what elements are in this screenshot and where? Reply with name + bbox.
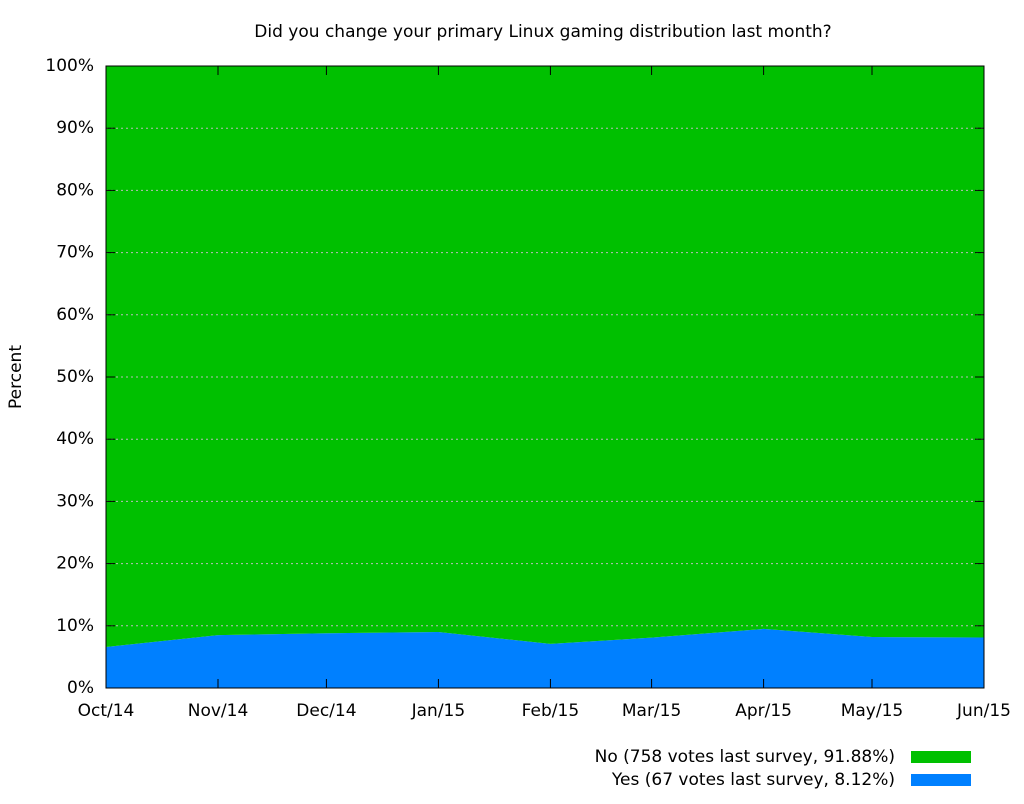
y-tick-label: 70% <box>56 243 94 263</box>
plot-frame <box>105 65 985 689</box>
chart-title: Did you change your primary Linux gaming… <box>254 22 831 42</box>
legend-label: Yes (67 votes last survey, 8.12%) <box>611 770 895 790</box>
y-tick-label: 50% <box>56 367 94 387</box>
legend-label: No (758 votes last survey, 91.88%) <box>595 747 895 767</box>
x-tick-label: Oct/14 <box>78 701 135 721</box>
x-tick-label: Mar/15 <box>622 701 681 721</box>
y-tick-label: 100% <box>45 56 94 76</box>
x-tick-label: Dec/14 <box>296 701 356 721</box>
x-tick-label: Jan/15 <box>411 701 466 721</box>
y-tick-label: 30% <box>56 491 94 511</box>
area <box>106 66 984 647</box>
y-tick-label: 80% <box>56 180 94 200</box>
legend-swatch <box>911 751 971 763</box>
y-tick-label: 10% <box>56 616 94 636</box>
y-axis-label: Percent <box>6 345 26 409</box>
y-tick-label: 90% <box>56 118 94 138</box>
x-tick-label: Feb/15 <box>522 701 579 721</box>
area <box>106 628 984 688</box>
y-tick-label: 60% <box>56 305 94 325</box>
legend-swatch <box>911 774 971 786</box>
y-tick-label: 40% <box>56 429 94 449</box>
y-tick-label: 20% <box>56 554 94 574</box>
x-tick-label: Jun/15 <box>956 701 1011 721</box>
x-tick-label: Nov/14 <box>188 701 249 721</box>
y-tick-label: 0% <box>67 678 94 698</box>
x-tick-label: May/15 <box>841 701 904 721</box>
x-tick-label: Apr/15 <box>735 701 792 721</box>
